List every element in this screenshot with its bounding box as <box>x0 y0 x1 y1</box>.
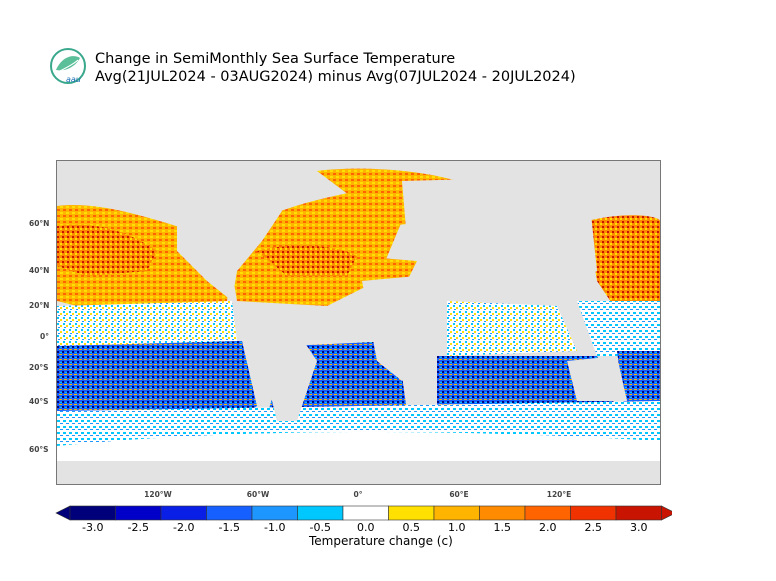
colorbar-swatch <box>570 505 617 521</box>
mediterranean <box>357 256 417 281</box>
lat-label-20s: 20°S <box>29 363 49 372</box>
map-canvas <box>57 161 660 484</box>
aau-logo: aau <box>48 46 88 86</box>
colorbar-swatch <box>479 505 526 521</box>
lat-label-equator: 0° <box>40 332 49 341</box>
colorbar-swatch <box>206 505 253 521</box>
colorbar-tick-label: 1.5 <box>493 521 512 534</box>
lon-label-120e: 120°E <box>546 490 572 499</box>
colorbar-title: Temperature change (c) <box>309 534 453 548</box>
lon-label-60w: 60°W <box>246 490 270 499</box>
northwest-pacific-hot <box>587 215 660 311</box>
tropical-pacific-east <box>57 301 237 346</box>
title-line-2: Avg(21JUL2024 - 03AUG2024) minus Avg(07J… <box>95 69 576 85</box>
south-america <box>257 331 317 421</box>
north-america <box>177 179 282 301</box>
lat-label-60s: 60°S <box>29 445 49 454</box>
colorbar-swatch <box>388 505 435 521</box>
lat-label-40s: 40°S <box>29 397 49 406</box>
lon-label-60e: 60°E <box>449 490 469 499</box>
colorbar-tick-label: -2.0 <box>173 521 195 534</box>
eurasia <box>402 176 597 301</box>
indian-ocean-north <box>447 301 577 356</box>
colorbar-swatch <box>615 505 662 521</box>
colorbar-tick-label: 3.0 <box>630 521 648 534</box>
colorbar-tick-label: -2.5 <box>127 521 149 534</box>
colorbar-swatch <box>342 505 389 521</box>
colorbar-tick-label: -1.5 <box>218 521 240 534</box>
colorbar-tick-label: 1.0 <box>448 521 466 534</box>
colorbar-swatch <box>433 505 480 521</box>
temperature-colorbar <box>55 505 672 521</box>
colorbar-max-arrow <box>661 505 672 521</box>
lat-label-60n: 60°N <box>29 219 50 228</box>
title-line-1: Change in SemiMonthly Sea Surface Temper… <box>95 51 456 67</box>
colorbar-swatch <box>115 505 162 521</box>
colorbar-min-arrow <box>55 505 71 521</box>
antarctica <box>57 461 660 484</box>
colorbar-swatch <box>69 505 116 521</box>
gulf-stream-hot <box>257 245 357 276</box>
colorbar-tick-label: 2.5 <box>584 521 603 534</box>
colorbar-tick-label: -1.0 <box>264 521 286 534</box>
colorbar-swatch <box>251 505 298 521</box>
colorbar-swatch <box>297 505 344 521</box>
lat-label-20n: 20°N <box>29 301 50 310</box>
australia <box>567 356 627 401</box>
colorbar-tick-label: 0.0 <box>357 521 375 534</box>
colorbar-tick-label: -3.0 <box>82 521 104 534</box>
logo-text: aau <box>66 75 81 84</box>
colorbar-tick-label: 2.0 <box>539 521 557 534</box>
lon-label-120w: 120°W <box>144 490 172 499</box>
west-pacific-tropics <box>577 301 660 356</box>
colorbar-swatch <box>524 505 571 521</box>
map-title: Change in SemiMonthly Sea Surface Temper… <box>95 50 576 86</box>
colorbar-tick-label: -0.5 <box>309 521 331 534</box>
sea-ice-edge <box>57 431 660 461</box>
south-pacific-cold <box>57 341 257 426</box>
colorbar-swatch <box>160 505 207 521</box>
colorbar-tick-label: 0.5 <box>402 521 421 534</box>
sst-change-map <box>56 160 661 485</box>
lon-label-0: 0° <box>353 490 363 499</box>
lat-label-40n: 40°N <box>29 266 50 275</box>
north-pacific-hot <box>57 224 157 276</box>
africa <box>362 276 432 381</box>
